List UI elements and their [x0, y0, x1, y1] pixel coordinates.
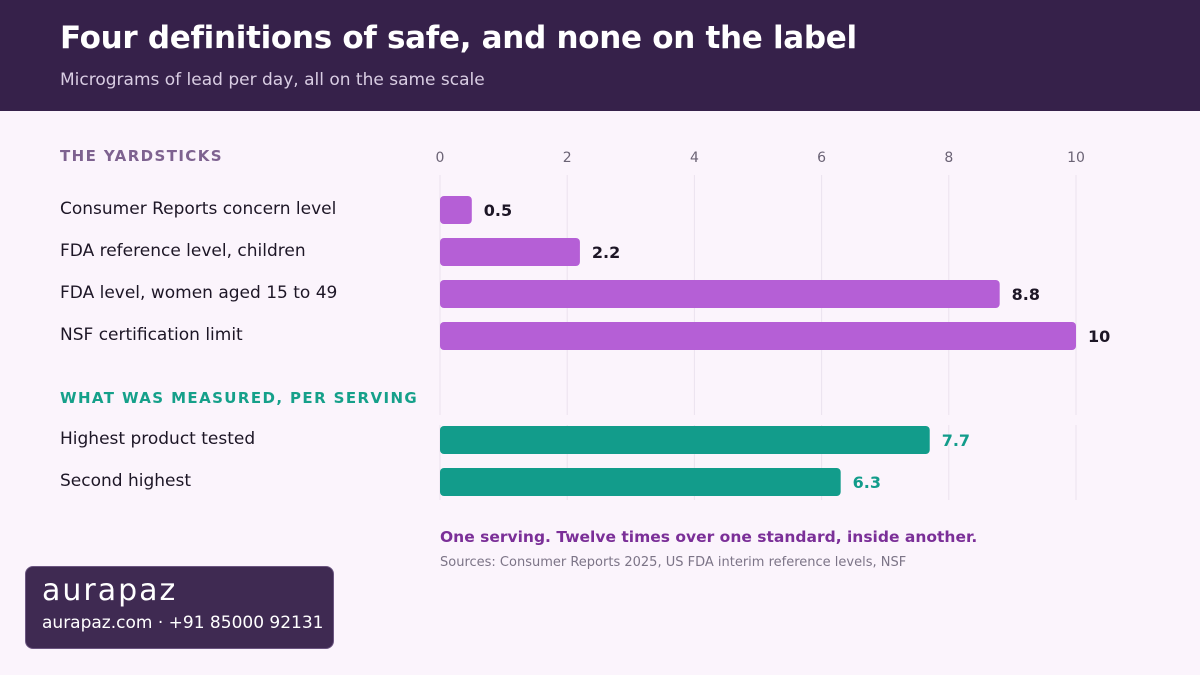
bar [440, 468, 841, 496]
bar-value-label: 0.5 [484, 201, 512, 220]
x-tick-label: 4 [690, 150, 699, 166]
bar-value-label: 8.8 [1012, 285, 1040, 304]
bar [440, 280, 1000, 308]
brand-logo: aurapaz [42, 573, 178, 608]
row-label-second-highest: Second highest [60, 471, 192, 491]
x-tick-label: 2 [563, 150, 572, 166]
bar-value-label: 2.2 [592, 243, 620, 262]
x-tick-label: 6 [817, 150, 826, 166]
bar [440, 426, 930, 454]
row-label-cr-concern: Consumer Reports concern level [60, 199, 337, 219]
bar-value-label: 10 [1088, 327, 1110, 346]
bar-value-label: 6.3 [853, 473, 881, 492]
header-banner: Four definitions of safe, and none on th… [0, 0, 1200, 111]
x-tick-label: 10 [1067, 150, 1085, 166]
x-tick-label: 0 [436, 150, 445, 166]
row-label-fda-women: FDA level, women aged 15 to 49 [60, 283, 338, 303]
bar [440, 322, 1076, 350]
page-subtitle: Micrograms of lead per day, all on the s… [60, 70, 485, 90]
brand-contact: aurapaz.com · +91 85000 92131 [42, 613, 324, 633]
bar [440, 196, 472, 224]
section-measured-heading: WHAT WAS MEASURED, PER SERVING [60, 389, 419, 407]
bar [440, 238, 580, 266]
row-label-highest-product: Highest product tested [60, 429, 256, 449]
x-tick-label: 8 [944, 150, 953, 166]
page-title: Four definitions of safe, and none on th… [60, 20, 857, 56]
row-label-nsf-limit: NSF certification limit [60, 325, 243, 345]
bar-value-label: 7.7 [942, 431, 970, 450]
row-label-fda-children: FDA reference level, children [60, 241, 306, 261]
section-yardsticks-heading: THE YARDSTICKS [60, 147, 223, 165]
brand-card: aurapaz aurapaz.com · +91 85000 92131 [25, 566, 334, 649]
chart-source: Sources: Consumer Reports 2025, US FDA i… [440, 555, 907, 570]
chart-callout-note: One serving. Twelve times over one stand… [440, 528, 978, 546]
